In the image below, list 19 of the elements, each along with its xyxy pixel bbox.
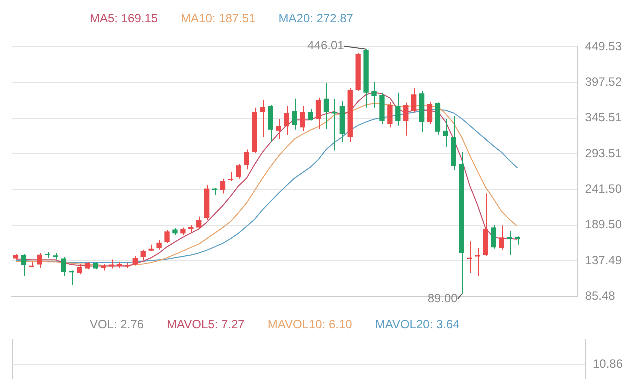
- text: MAVOL10: 6.10: [268, 317, 353, 332]
- y-tick-label: 241.50: [585, 182, 622, 196]
- text: MA20: 272.87: [278, 11, 354, 26]
- y-tick-label: 397.52: [585, 75, 622, 89]
- y-tick-label: 85.48: [585, 289, 616, 304]
- candlestick: [164, 230, 170, 244]
- text: MA10: 187.51: [181, 11, 256, 26]
- text: MAVOL20: 3.64: [375, 317, 460, 332]
- text: 10.86: [593, 356, 624, 371]
- text: MA5: 169.15: [90, 11, 158, 26]
- annotation: 446.01: [308, 38, 345, 53]
- text: MAVOL5: 7.27: [167, 317, 246, 332]
- y-tick-label: 189.50: [585, 218, 622, 232]
- y-tick-label: 449.53: [585, 39, 622, 54]
- annotation: 89.00: [428, 292, 458, 306]
- y-tick-label: 293.51: [585, 146, 622, 160]
- y-tick-label: 137.49: [585, 253, 622, 268]
- text: VOL: 2.76: [90, 317, 144, 332]
- y-tick-label: 345.51: [585, 110, 622, 125]
